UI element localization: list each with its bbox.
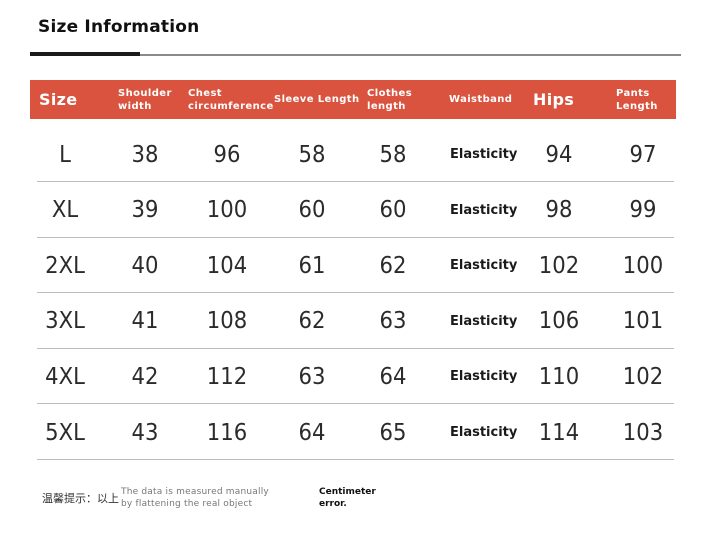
cell-shoulder-width: 39 <box>131 197 159 224</box>
cell-hips: 98 <box>545 197 573 224</box>
cell-chest-circumference: 96 <box>213 141 241 168</box>
cell-clothes-length: 60 <box>379 197 407 224</box>
table-row: 3XL 41 108 62 63 Elasticity 106 101 <box>37 294 674 349</box>
cell-shoulder-width: 41 <box>131 308 159 335</box>
header-chest-circumference: Chest circumference <box>188 87 274 112</box>
header-sleeve-length: Sleeve Length <box>274 94 360 105</box>
cell-pants-length: 100 <box>622 252 664 279</box>
cell-size: L <box>59 141 71 168</box>
page-title: Size Information <box>38 17 200 37</box>
cell-hips: 94 <box>545 141 573 168</box>
table-row: 2XL 40 104 61 62 Elasticity 102 100 <box>37 238 674 294</box>
header-clothes-length: Clothes length <box>367 87 413 112</box>
cell-waistband: Elasticity <box>450 313 518 329</box>
cell-waistband: Elasticity <box>450 202 518 218</box>
cell-waistband: Elasticity <box>450 425 518 440</box>
table-row: 5XL 43 116 64 65 Elasticity 114 103 <box>37 405 674 460</box>
footer-tip-label: 温馨提示：以上 <box>42 492 119 505</box>
cell-chest-circumference: 104 <box>206 252 248 279</box>
cell-clothes-length: 65 <box>379 419 407 446</box>
cell-shoulder-width: 43 <box>131 419 159 446</box>
cell-waistband: Elasticity <box>450 258 518 274</box>
cell-size: 4XL <box>45 363 85 390</box>
title-underline <box>30 52 140 56</box>
footer-measure-note: The data is measured manually by flatten… <box>121 487 269 509</box>
cell-pants-length: 99 <box>629 197 657 224</box>
cell-sleeve-length: 61 <box>298 252 326 279</box>
cell-pants-length: 102 <box>622 363 664 390</box>
cell-shoulder-width: 40 <box>131 252 159 279</box>
table-row: L 38 96 58 58 Elasticity 94 97 <box>37 127 674 182</box>
header-waistband: Waistband <box>449 94 513 105</box>
table-row: 4XL 42 112 63 64 Elasticity 110 102 <box>37 349 674 405</box>
cell-sleeve-length: 64 <box>298 419 326 446</box>
table-row: XL 39 100 60 60 Elasticity 98 99 <box>37 183 674 238</box>
cell-sleeve-length: 62 <box>298 308 326 335</box>
cell-sleeve-length: 60 <box>298 197 326 224</box>
cell-chest-circumference: 116 <box>206 419 248 446</box>
cell-hips: 106 <box>538 308 580 335</box>
footer-unit-note: Centimeter error. <box>319 487 376 509</box>
cell-size: 2XL <box>45 252 85 279</box>
row-divider <box>37 236 674 238</box>
cell-size: 3XL <box>45 308 85 335</box>
cell-shoulder-width: 38 <box>131 141 159 168</box>
row-divider <box>37 292 674 294</box>
row-divider <box>37 459 674 460</box>
cell-clothes-length: 64 <box>379 363 407 390</box>
cell-waistband: Elasticity <box>450 369 518 385</box>
cell-waistband: Elasticity <box>450 147 518 162</box>
cell-clothes-length: 63 <box>379 308 407 335</box>
cell-hips: 110 <box>538 363 580 390</box>
row-divider <box>37 403 674 405</box>
cell-pants-length: 103 <box>622 419 664 446</box>
cell-pants-length: 97 <box>629 141 657 168</box>
cell-sleeve-length: 63 <box>298 363 326 390</box>
cell-clothes-length: 58 <box>379 141 407 168</box>
header-pants-length: Pants Length <box>616 87 658 112</box>
header-shoulder-width: Shoulder width <box>118 87 172 112</box>
row-divider <box>37 347 674 349</box>
table-header: Size Shoulder width Chest circumference … <box>30 80 676 119</box>
cell-chest-circumference: 112 <box>206 363 248 390</box>
cell-sleeve-length: 58 <box>298 141 326 168</box>
cell-shoulder-width: 42 <box>131 363 159 390</box>
cell-hips: 114 <box>538 419 580 446</box>
cell-chest-circumference: 108 <box>206 308 248 335</box>
row-divider <box>37 181 674 182</box>
header-size: Size <box>39 90 78 109</box>
cell-size: 5XL <box>45 419 85 446</box>
cell-pants-length: 101 <box>622 308 664 335</box>
header-hips: Hips <box>533 90 575 109</box>
cell-clothes-length: 62 <box>379 252 407 279</box>
cell-hips: 102 <box>538 252 580 279</box>
cell-chest-circumference: 100 <box>206 197 248 224</box>
cell-size: XL <box>51 197 79 224</box>
title-divider <box>140 54 681 56</box>
